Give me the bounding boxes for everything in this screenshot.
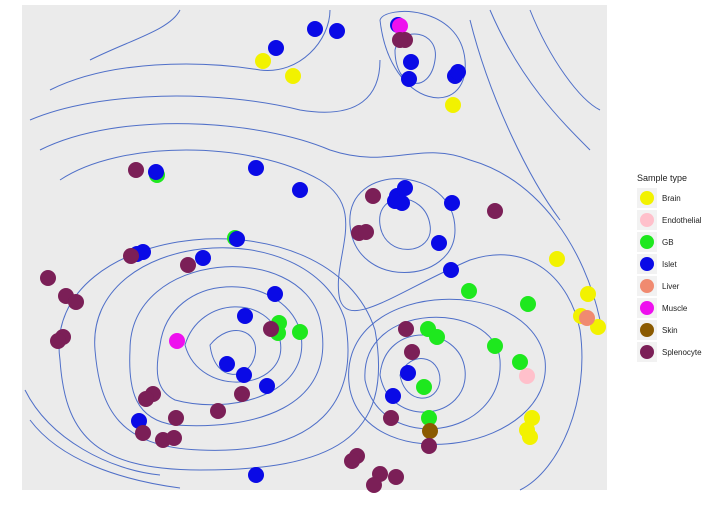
point	[461, 283, 477, 299]
point	[403, 54, 419, 70]
legend-label: Splenocyte	[662, 348, 702, 357]
point	[421, 410, 437, 426]
point	[169, 333, 185, 349]
point	[388, 469, 404, 485]
point	[128, 162, 144, 178]
point	[401, 71, 417, 87]
point	[292, 182, 308, 198]
legend-label: Islet	[662, 260, 677, 269]
point	[50, 333, 66, 349]
point	[416, 379, 432, 395]
point	[329, 23, 345, 39]
point	[358, 224, 374, 240]
legend-label: Liver	[662, 282, 680, 291]
point	[68, 294, 84, 310]
point	[398, 321, 414, 337]
point	[195, 250, 211, 266]
legend-title: Sample type	[637, 173, 687, 183]
point	[263, 321, 279, 337]
point	[522, 429, 538, 445]
point	[285, 68, 301, 84]
point	[524, 410, 540, 426]
contours	[24, 9, 601, 491]
legend-marker	[640, 213, 654, 227]
point	[400, 365, 416, 381]
legend-label: Brain	[662, 194, 681, 203]
point	[166, 430, 182, 446]
point	[450, 64, 466, 80]
legend-marker	[640, 257, 654, 271]
point	[267, 286, 283, 302]
point	[429, 329, 445, 345]
point	[365, 188, 381, 204]
point	[234, 386, 250, 402]
point	[394, 195, 410, 211]
point	[590, 319, 606, 335]
point	[443, 262, 459, 278]
legend-label: GB	[662, 238, 674, 247]
point	[255, 53, 271, 69]
legend-label: Endothelial	[662, 216, 702, 225]
point	[487, 203, 503, 219]
point	[259, 378, 275, 394]
point	[344, 453, 360, 469]
point	[366, 477, 382, 493]
legend-marker	[640, 323, 654, 337]
legend-label: Skin	[662, 326, 678, 335]
point	[512, 354, 528, 370]
point	[237, 308, 253, 324]
point	[168, 410, 184, 426]
legend-marker	[640, 301, 654, 315]
point	[138, 391, 154, 407]
legend-label: Muscle	[662, 304, 688, 313]
point	[579, 310, 595, 326]
point	[210, 403, 226, 419]
point	[383, 410, 399, 426]
legend-marker	[640, 345, 654, 359]
point	[268, 40, 284, 56]
legend-marker	[640, 235, 654, 249]
point	[123, 248, 139, 264]
point	[229, 231, 245, 247]
point	[519, 368, 535, 384]
point	[392, 32, 408, 48]
point	[404, 344, 420, 360]
point	[549, 251, 565, 267]
point	[292, 324, 308, 340]
legend-marker	[640, 191, 654, 205]
point	[40, 270, 56, 286]
plot-background	[22, 5, 607, 490]
point	[422, 423, 438, 439]
point	[148, 164, 164, 180]
point	[487, 338, 503, 354]
point	[248, 160, 264, 176]
point	[236, 367, 252, 383]
point	[307, 21, 323, 37]
point	[385, 388, 401, 404]
legend-marker	[640, 279, 654, 293]
point	[180, 257, 196, 273]
point	[219, 356, 235, 372]
point	[580, 286, 596, 302]
point	[444, 195, 460, 211]
point	[431, 235, 447, 251]
point	[135, 425, 151, 441]
point	[392, 18, 408, 34]
point	[248, 467, 264, 483]
point	[520, 296, 536, 312]
point	[421, 438, 437, 454]
point	[445, 97, 461, 113]
